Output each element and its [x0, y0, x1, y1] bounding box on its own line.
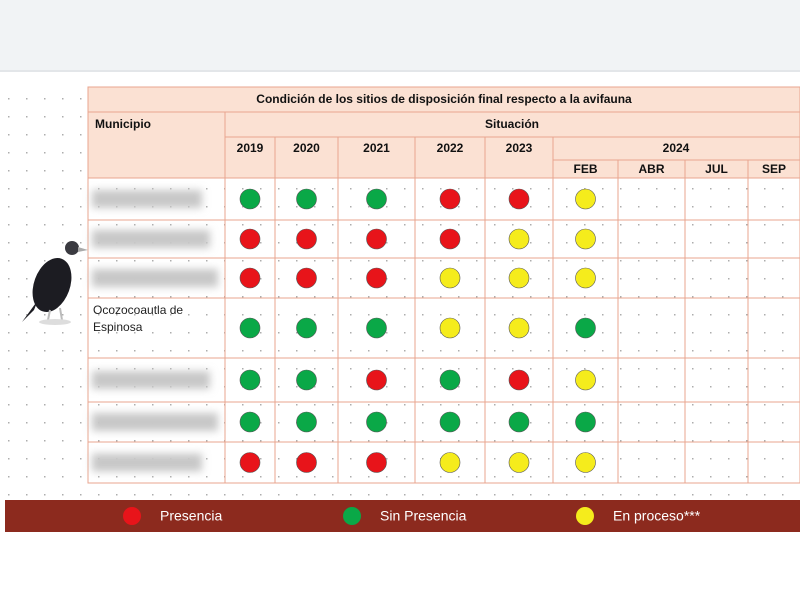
month-header: SEP [762, 162, 786, 176]
status-dot [296, 411, 317, 433]
status-dot [508, 188, 530, 210]
legend-dot [343, 507, 361, 525]
status-dot [439, 188, 461, 210]
cell [747, 441, 800, 484]
redacted-name [92, 190, 202, 208]
legend-label: Sin Presencia [380, 508, 467, 524]
status-dot [575, 188, 596, 210]
status-dot [508, 411, 530, 433]
status-dot [575, 369, 596, 391]
status-dot [239, 188, 261, 210]
month-header: FEB [574, 162, 598, 176]
vulture [22, 241, 88, 325]
legend-dot [123, 507, 141, 525]
status-dot [575, 411, 596, 433]
status-dot [239, 411, 261, 433]
status-dot [296, 188, 317, 210]
status-dot [508, 228, 530, 250]
status-dot [366, 317, 387, 339]
status-dot [439, 369, 461, 391]
status-dot [296, 228, 317, 250]
municipio-name: Ocozocoautla de [93, 303, 183, 317]
legend: Presencia Sin Presencia En proceso*** [123, 507, 701, 525]
status-dot [439, 411, 461, 433]
year-header: 2024 [663, 141, 690, 155]
status-dot [239, 452, 261, 473]
year-header: 2021 [363, 141, 390, 155]
status-dot [439, 452, 461, 473]
redacted-name [92, 230, 210, 248]
status-dot [366, 369, 387, 391]
municipio-name: Espinosa [93, 320, 143, 334]
month-header: JUL [705, 162, 728, 176]
divider [0, 70, 800, 72]
status-dot [366, 267, 387, 289]
legend-dot [576, 507, 594, 525]
table: Condición de los sitios de disposición f… [87, 86, 800, 484]
month-header: ABR [639, 162, 665, 176]
header-cell: Situación [485, 117, 539, 131]
status-dot [239, 369, 261, 391]
status-dot [366, 228, 387, 250]
status-dot [508, 452, 530, 473]
year-header: 2019 [237, 141, 264, 155]
redacted-name [92, 371, 210, 389]
status-dot [575, 452, 596, 473]
status-dot [366, 411, 387, 433]
status-dot [366, 188, 387, 210]
status-dot [575, 228, 596, 250]
year-header: 2020 [293, 141, 320, 155]
status-dot [366, 452, 387, 473]
status-dot [575, 267, 596, 289]
status-dot [296, 369, 317, 391]
status-dot [239, 228, 261, 250]
status-dot [439, 317, 461, 339]
redacted-name [92, 413, 218, 431]
year-header: 2022 [437, 141, 464, 155]
legend-label: Presencia [160, 508, 222, 524]
status-dot [296, 267, 317, 289]
header-cell: Municipio [95, 117, 151, 131]
status-dot [239, 267, 261, 289]
year-header: 2023 [506, 141, 533, 155]
status-dot [508, 369, 530, 391]
status-dot [508, 267, 530, 289]
header-bg [88, 87, 800, 178]
redacted-name [92, 269, 218, 287]
status-dot [296, 317, 317, 339]
status-dot [296, 452, 317, 473]
table-title: Condición de los sitios de disposición f… [256, 92, 632, 106]
legend-label: En proceso*** [613, 508, 701, 524]
status-dot [508, 317, 530, 339]
status-dot [439, 228, 461, 250]
status-dot [439, 267, 461, 289]
redacted-name [92, 453, 202, 472]
top-band [0, 0, 800, 70]
status-dot [575, 317, 596, 339]
status-dot [239, 317, 261, 339]
